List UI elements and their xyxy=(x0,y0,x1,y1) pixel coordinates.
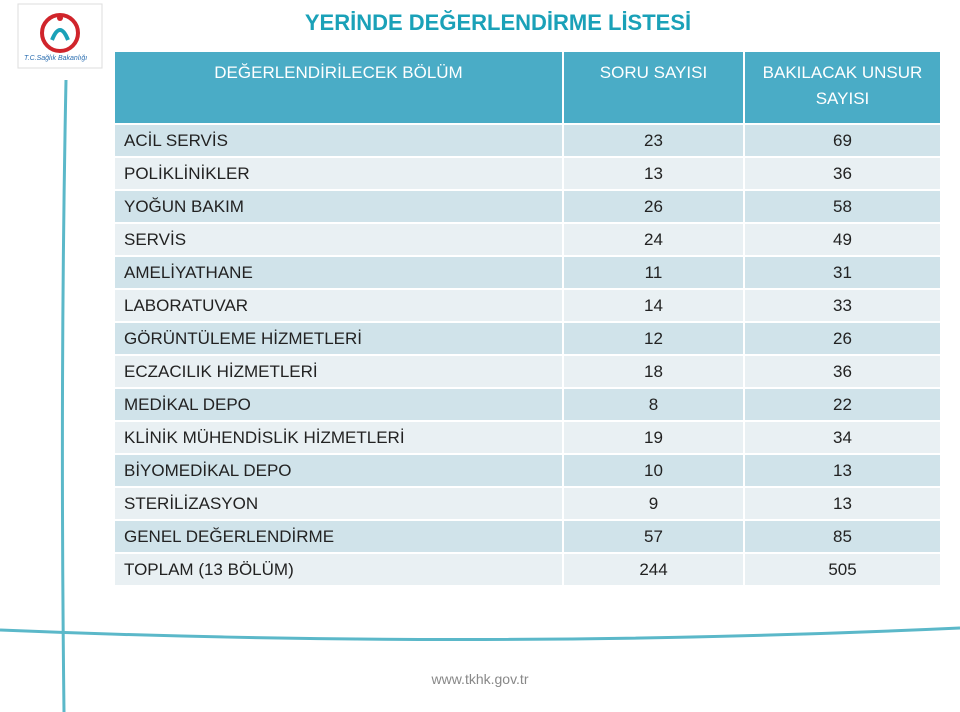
row-label: GENEL DEĞERLENDİRME xyxy=(113,519,564,554)
row-label: YOĞUN BAKIM xyxy=(113,189,564,224)
cell-value: 31 xyxy=(743,255,942,290)
cell-value: 11 xyxy=(562,255,745,290)
row-label: LABORATUVAR xyxy=(113,288,564,323)
logo-star xyxy=(57,15,63,21)
cell-value: 49 xyxy=(743,222,942,257)
cell-value: 33 xyxy=(743,288,942,323)
row-label: SERVİS xyxy=(113,222,564,257)
cell-value: 57 xyxy=(562,519,745,554)
title: YERİNDE DEĞERLENDİRME LİSTESİ xyxy=(304,10,692,35)
cell-value: 13 xyxy=(743,453,942,488)
table-row: YOĞUN BAKIM 26 58 xyxy=(113,189,942,224)
table-row: AMELİYATHANE 11 31 xyxy=(113,255,942,290)
cell-value: 26 xyxy=(743,321,942,356)
table-row: LABORATUVAR 14 33 xyxy=(113,288,942,323)
cell-value: 58 xyxy=(743,189,942,224)
header-row: DEĞERLENDİRİLECEK BÖLÜM SORU SAYISI BAKILA… xyxy=(113,50,942,125)
cell-value: 22 xyxy=(743,387,942,422)
cell-value: 26 xyxy=(562,189,745,224)
row-label: ACİL SERVİS xyxy=(113,123,564,158)
table: DEĞERLENDİRİLECEK BÖLÜM SORU SAYISI BAKILA… xyxy=(113,50,942,587)
cell-value: 36 xyxy=(743,354,942,389)
table-row: KLİNİK MÜHENDİSLİK HİZMETLERİ 19 34 xyxy=(113,420,942,455)
cell-value: 14 xyxy=(562,288,745,323)
row-label: TOPLAM (13 BÖLÜM) xyxy=(113,552,564,587)
cell-value: 24 xyxy=(562,222,745,257)
row-label: ECZACILIK HİZMETLERİ xyxy=(113,354,564,389)
cell-value: 34 xyxy=(743,420,942,455)
table-row: GENEL DEĞERLENDİRME 57 85 xyxy=(113,519,942,554)
header-cell: BAKILACAK UNSUR SAYISI xyxy=(743,50,942,125)
table-row: TOPLAM (13 BÖLÜM) 244 505 xyxy=(113,552,942,587)
cell-value: 8 xyxy=(562,387,745,422)
row-label: KLİNİK MÜHENDİSLİK HİZMETLERİ xyxy=(113,420,564,455)
table-row: MEDİKAL DEPO 8 22 xyxy=(113,387,942,422)
cell-value: 69 xyxy=(743,123,942,158)
table-row: ACİL SERVİS 23 69 xyxy=(113,123,942,158)
cell-value: 18 xyxy=(562,354,745,389)
cell-value: 19 xyxy=(562,420,745,455)
table-row: ECZACILIK HİZMETLERİ 18 36 xyxy=(113,354,942,389)
row-label: MEDİKAL DEPO xyxy=(113,387,564,422)
cell-value: 13 xyxy=(743,486,942,521)
cell-value: 9 xyxy=(562,486,745,521)
cell-value: 36 xyxy=(743,156,942,191)
row-label: POLİKLİNİKLER xyxy=(113,156,564,191)
row-label: BİYOMEDİKAL DEPO xyxy=(113,453,564,488)
cell-value: 12 xyxy=(562,321,745,356)
cell-value: 85 xyxy=(743,519,942,554)
cell-value: 244 xyxy=(562,552,745,587)
side-line xyxy=(60,79,68,712)
bottom-line xyxy=(0,626,960,642)
table-body: ACİL SERVİS 23 69 POLİKLİNİKLER 13 36 YOĞUN BA… xyxy=(113,123,942,587)
footer: www.tkhk.gov.tr xyxy=(431,671,529,687)
logo-figure xyxy=(50,28,70,41)
table-row: STERİLİZASYON 9 13 xyxy=(113,486,942,521)
logo-text: T.C.Sağlık Bakanlığı xyxy=(24,55,88,62)
row-label: AMELİYATHANE xyxy=(113,255,564,290)
cell-value: 23 xyxy=(562,123,745,158)
cell-value: 505 xyxy=(743,552,942,587)
header-cell: SORU SAYISI xyxy=(562,50,745,125)
cell-value: 10 xyxy=(562,453,745,488)
table-row: POLİKLİNİKLER 13 36 xyxy=(113,156,942,191)
cell-value: 13 xyxy=(562,156,745,191)
header-cell: DEĞERLENDİRİLECEK BÖLÜM xyxy=(113,50,564,125)
table-row: BİYOMEDİKAL DEPO 10 13 xyxy=(113,453,942,488)
table-row: SERVİS 24 49 xyxy=(113,222,942,257)
row-label: GÖRÜNTÜLEME HİZMETLERİ xyxy=(113,321,564,356)
row-label: STERİLİZASYON xyxy=(113,486,564,521)
table-row: GÖRÜNTÜLEME HİZMETLERİ 12 26 xyxy=(113,321,942,356)
